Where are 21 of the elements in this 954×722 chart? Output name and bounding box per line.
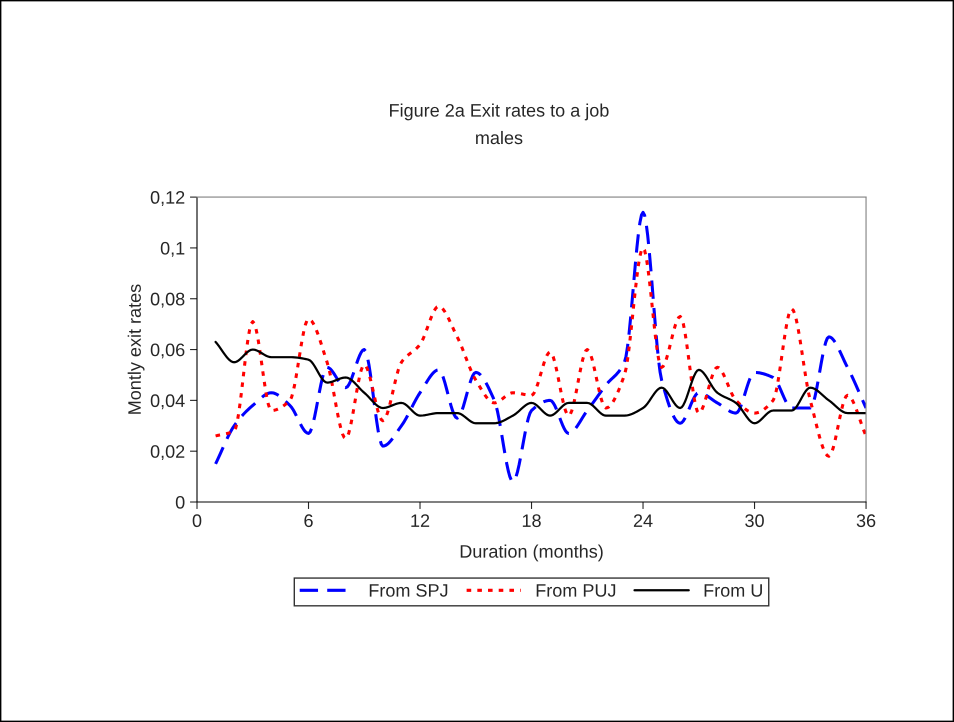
x-axis-title: Duration (months) [460,544,603,562]
y-tick-label: 0,06 [150,343,184,358]
y-tick-label: 0,02 [150,445,184,460]
y-tick-label: 0 [176,496,184,509]
legend-label: From PUJ [536,584,616,597]
y-tick-label: 0,04 [150,394,185,410]
x-tick-label: 6 [304,514,313,528]
x-tick-label: 30 [745,514,764,528]
chart-subtitle: males [476,130,522,144]
chart-title: Figure 2a Exit rates to a job [390,103,609,120]
y-tick-label: 0,08 [150,292,184,308]
legend-label: From SPJ [370,584,448,597]
y-axis-title: Montly exit rates [128,284,144,414]
legend-label: From U [704,584,762,597]
y-tick-label: 0,1 [160,242,184,257]
x-tick-label: 18 [522,514,541,528]
x-tick-label: 0 [192,514,202,528]
x-tick-label: 12 [411,514,430,527]
x-tick-label: 24 [634,514,653,527]
x-tick-label: 36 [856,514,876,528]
y-tick-label: 0,12 [150,191,184,206]
